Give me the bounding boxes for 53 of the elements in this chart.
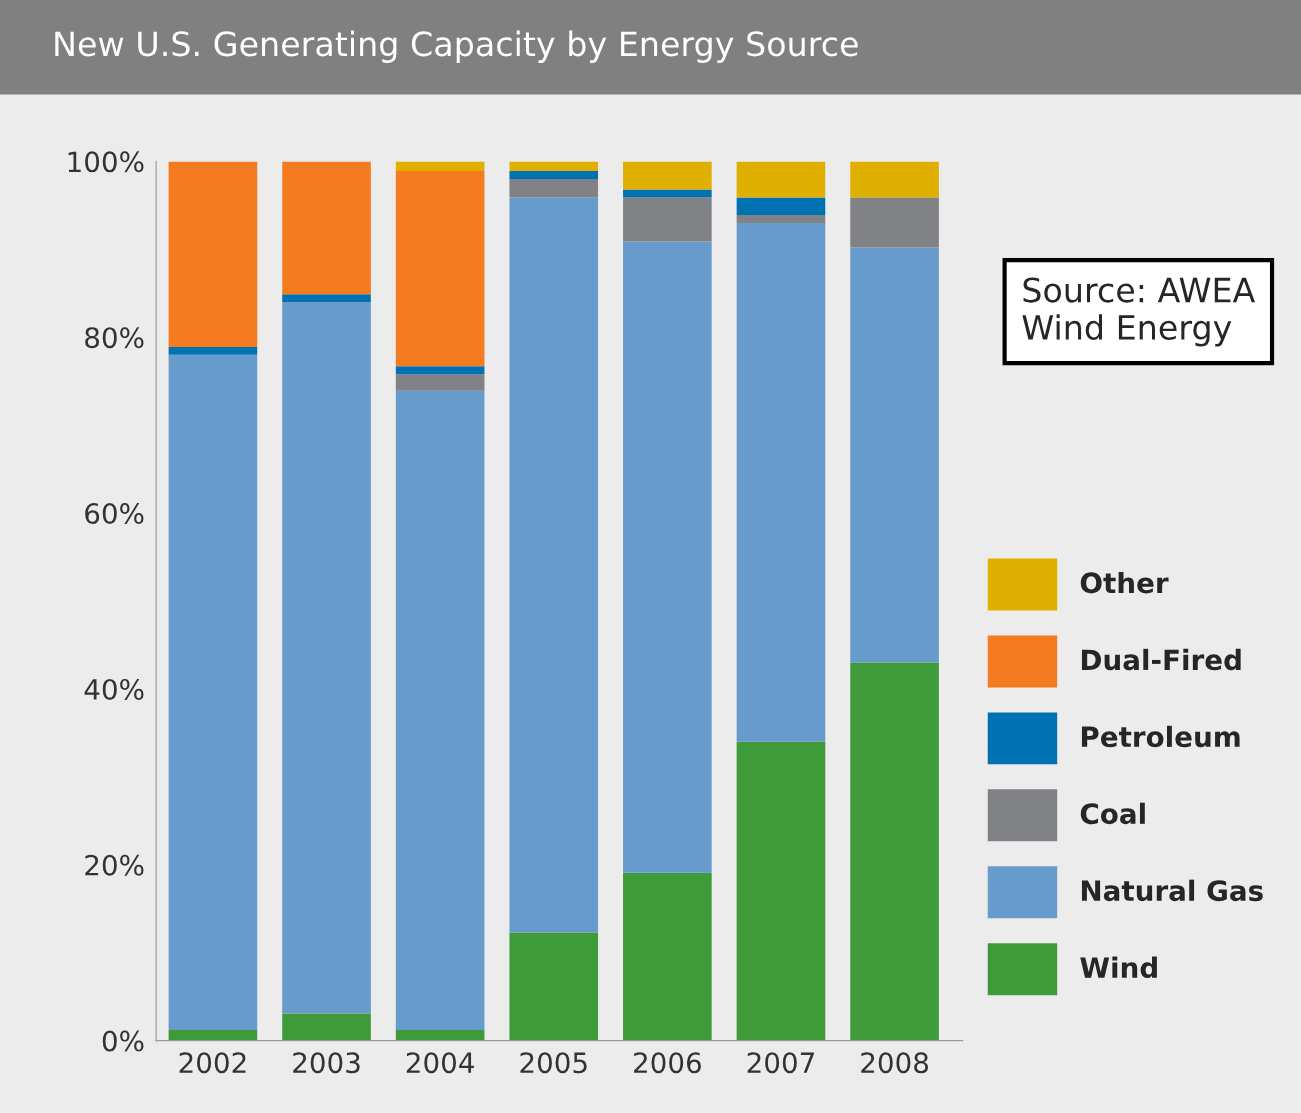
legend-label: Coal xyxy=(1080,802,1145,825)
bar xyxy=(509,171,599,179)
bar xyxy=(282,161,371,295)
x-tick-label: 2002 xyxy=(179,1052,246,1074)
bar xyxy=(623,241,712,873)
bar xyxy=(395,161,485,172)
bar xyxy=(168,346,258,355)
bar xyxy=(395,390,485,1031)
x-tick-label: 2004 xyxy=(406,1052,474,1074)
bar xyxy=(623,161,712,190)
y-tick-label: 40% xyxy=(84,678,144,700)
x-tick-label: 2005 xyxy=(520,1052,587,1074)
legend-label: Dual-Fired xyxy=(1081,648,1241,671)
bar xyxy=(282,294,371,303)
bar xyxy=(850,662,939,1041)
bar xyxy=(168,1030,258,1041)
bar xyxy=(736,222,826,742)
bar xyxy=(282,302,371,1014)
bar xyxy=(736,197,826,216)
y-tick-label: 100% xyxy=(68,151,144,173)
legend-label: Petroleum xyxy=(1081,725,1240,748)
y-tick-label: 0% xyxy=(102,1030,144,1052)
bar xyxy=(850,247,939,663)
bar xyxy=(395,1030,485,1041)
bar xyxy=(509,932,599,1041)
bar xyxy=(736,161,826,198)
chart-title: New U.S. Generating Capacity by Energy Source xyxy=(55,30,858,63)
bar xyxy=(395,366,485,375)
bar xyxy=(509,161,599,172)
y-tick-label: 20% xyxy=(85,854,144,876)
x-tick-label: 2008 xyxy=(861,1052,929,1074)
bar xyxy=(395,171,485,367)
x-tick-label: 2007 xyxy=(747,1052,814,1074)
x-tick-label: 2006 xyxy=(634,1052,701,1074)
bar xyxy=(168,354,258,1031)
bar xyxy=(395,374,485,391)
bar xyxy=(736,215,826,223)
bar xyxy=(623,197,712,242)
bar xyxy=(623,872,712,1041)
x-tick-label: 2003 xyxy=(293,1052,360,1074)
bar xyxy=(509,197,599,933)
bar xyxy=(850,197,939,248)
legend-label: Natural Gas xyxy=(1081,879,1263,902)
y-tick-label: 80% xyxy=(85,327,144,349)
bar xyxy=(509,178,599,198)
legend-label: Other xyxy=(1080,571,1169,594)
bar xyxy=(282,1013,371,1041)
bar xyxy=(168,161,258,347)
y-tick-label: 60% xyxy=(85,503,144,525)
source-note: Source: AWEA Wind Energy xyxy=(1022,277,1256,347)
bar xyxy=(736,741,826,1041)
bar xyxy=(850,161,939,198)
legend-label: Wind xyxy=(1080,956,1157,979)
